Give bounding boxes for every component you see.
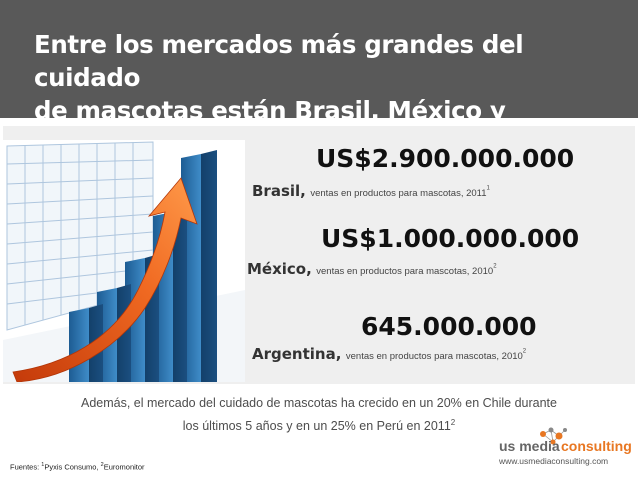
logo-website: www.usmediaconsulting.com: [499, 456, 609, 466]
growth-note: Además, el mercado del cuidado de mascot…: [0, 393, 638, 436]
footnote-ref: 2: [493, 263, 497, 270]
stat-amount-argentina: 645.000.000: [361, 312, 537, 341]
footnote-ref: 1: [486, 185, 490, 192]
note-line-1: Además, el mercado del cuidado de mascot…: [81, 396, 557, 410]
sources-prefix: Fuentes:: [10, 462, 42, 472]
footnote-ref: 2: [450, 418, 456, 427]
company-logo: us media consulting www.usmediaconsultin…: [493, 424, 633, 469]
logo-name-part-2: consulting: [561, 438, 632, 454]
country-argentina: Argentina,: [252, 345, 342, 363]
stat-amount-mexico: US$1.000.000.000: [321, 224, 580, 253]
growth-chart-illustration: [3, 140, 245, 382]
footnote-ref: 2: [522, 348, 527, 355]
network-dots-icon: [540, 427, 567, 445]
stat-description-argentina: ventas en productos para mascotas, 2010: [345, 351, 523, 362]
header-banner: Entre los mercados más grandes del cuida…: [0, 0, 638, 158]
source-2: Euromonitor: [103, 462, 145, 472]
stat-amount-brasil: US$2.900.000.000: [316, 144, 575, 173]
title-line-1: Entre los mercados más grandes del cuida…: [34, 30, 524, 92]
footnote-ref: 1: [41, 462, 45, 468]
note-line-2: los últimos 5 años y en un 25% en Perú e…: [0, 413, 638, 436]
stat-description-brasil: ventas en productos para mascotas, 2011: [310, 188, 487, 199]
note-line-2-text: los últimos 5 años y en un 25% en Perú e…: [182, 419, 451, 434]
stat-caption-argentina: Argentina, ventas en productos para masc…: [252, 345, 526, 364]
country-mexico: México,: [247, 260, 312, 278]
source-1: Pyxis Consumo,: [44, 462, 101, 472]
logo-name-part-1: us media: [499, 438, 560, 454]
stat-caption-mexico: México, ventas en productos para mascota…: [247, 260, 497, 279]
footnote-ref: 2: [100, 462, 104, 468]
country-brasil: Brasil,: [252, 182, 306, 200]
stat-description-mexico: ventas en productos para mascotas, 2010: [316, 266, 494, 277]
growth-chart-image: [3, 140, 245, 382]
sources-footnote: Fuentes: 1Pyxis Consumo, 2Euromonitor: [10, 462, 145, 472]
stat-caption-brasil: Brasil, ventas en productos para mascota…: [252, 182, 490, 201]
